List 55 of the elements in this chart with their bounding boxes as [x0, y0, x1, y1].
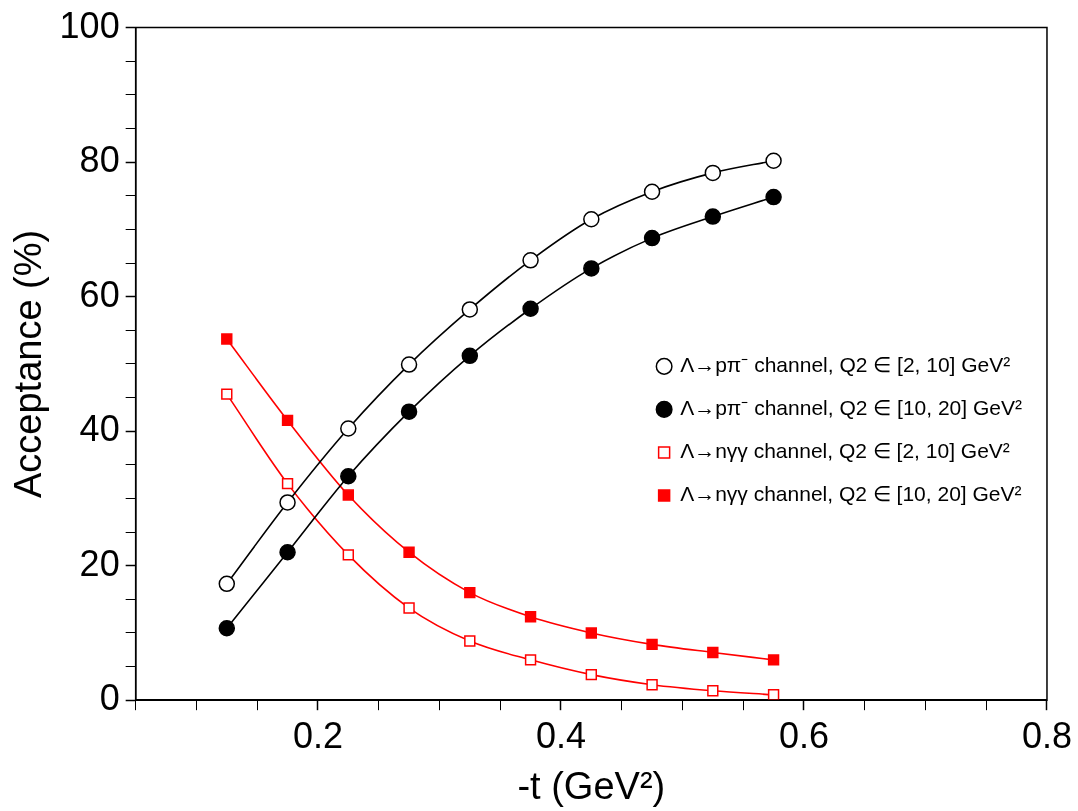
- point: [464, 586, 476, 599]
- point: [585, 627, 598, 639]
- point: [281, 477, 294, 490]
- point: [704, 208, 722, 225]
- point: [342, 489, 354, 501]
- point: [524, 611, 537, 623]
- legend-label: Λ→pπ⁻ channel, Q2 ∈ [10, 20] GeV²: [680, 396, 1022, 420]
- point: [218, 619, 236, 637]
- point: [403, 602, 415, 614]
- point: [583, 260, 600, 277]
- point: [643, 229, 661, 247]
- y-tick-label: 100: [59, 4, 120, 46]
- point: [707, 646, 719, 659]
- point: [707, 685, 719, 697]
- point: [221, 388, 233, 400]
- y-axis-title: Acceptance (%): [7, 229, 50, 499]
- point: [704, 164, 722, 182]
- point: [585, 668, 598, 681]
- y-tick-label: 40: [79, 408, 120, 450]
- x-tick-label: 0.4: [535, 714, 586, 756]
- point: [583, 211, 600, 228]
- point: [524, 654, 537, 666]
- point: [400, 403, 418, 420]
- point: [643, 183, 661, 200]
- x-tick-label: 0.6: [778, 714, 829, 756]
- legend-label: Λ→pπ⁻ channel, Q2 ∈ [2, 10] GeV²: [680, 353, 1011, 377]
- point: [646, 638, 658, 651]
- legend-label: Λ→nγγ channel, Q2 ∈ [10, 20] GeV²: [680, 482, 1022, 506]
- point: [400, 356, 418, 373]
- point: [522, 300, 539, 317]
- y-tick-label: 80: [79, 139, 120, 181]
- y-tick-label: 20: [79, 542, 120, 584]
- point: [765, 152, 782, 170]
- y-tick-label: 0: [99, 677, 120, 719]
- point: [281, 414, 294, 427]
- point: [340, 467, 357, 485]
- point: [522, 252, 539, 269]
- x-axis-title: -t (GeV²): [517, 764, 666, 807]
- point: [461, 301, 479, 318]
- point: [340, 420, 357, 437]
- point: [646, 679, 658, 691]
- y-tick-label: 60: [79, 273, 120, 315]
- point: [765, 188, 782, 206]
- point: [342, 549, 354, 561]
- point: [767, 654, 780, 666]
- x-tick-label: 0.8: [1021, 714, 1072, 756]
- point: [221, 333, 233, 345]
- point: [218, 575, 236, 593]
- point: [403, 546, 415, 558]
- point: [279, 494, 296, 511]
- point: [461, 347, 479, 365]
- point: [464, 635, 476, 647]
- point: [279, 543, 296, 561]
- x-tick-label: 0.2: [292, 714, 343, 756]
- legend-label: Λ→nγγ channel, Q2 ∈ [2, 10] GeV²: [680, 439, 1010, 463]
